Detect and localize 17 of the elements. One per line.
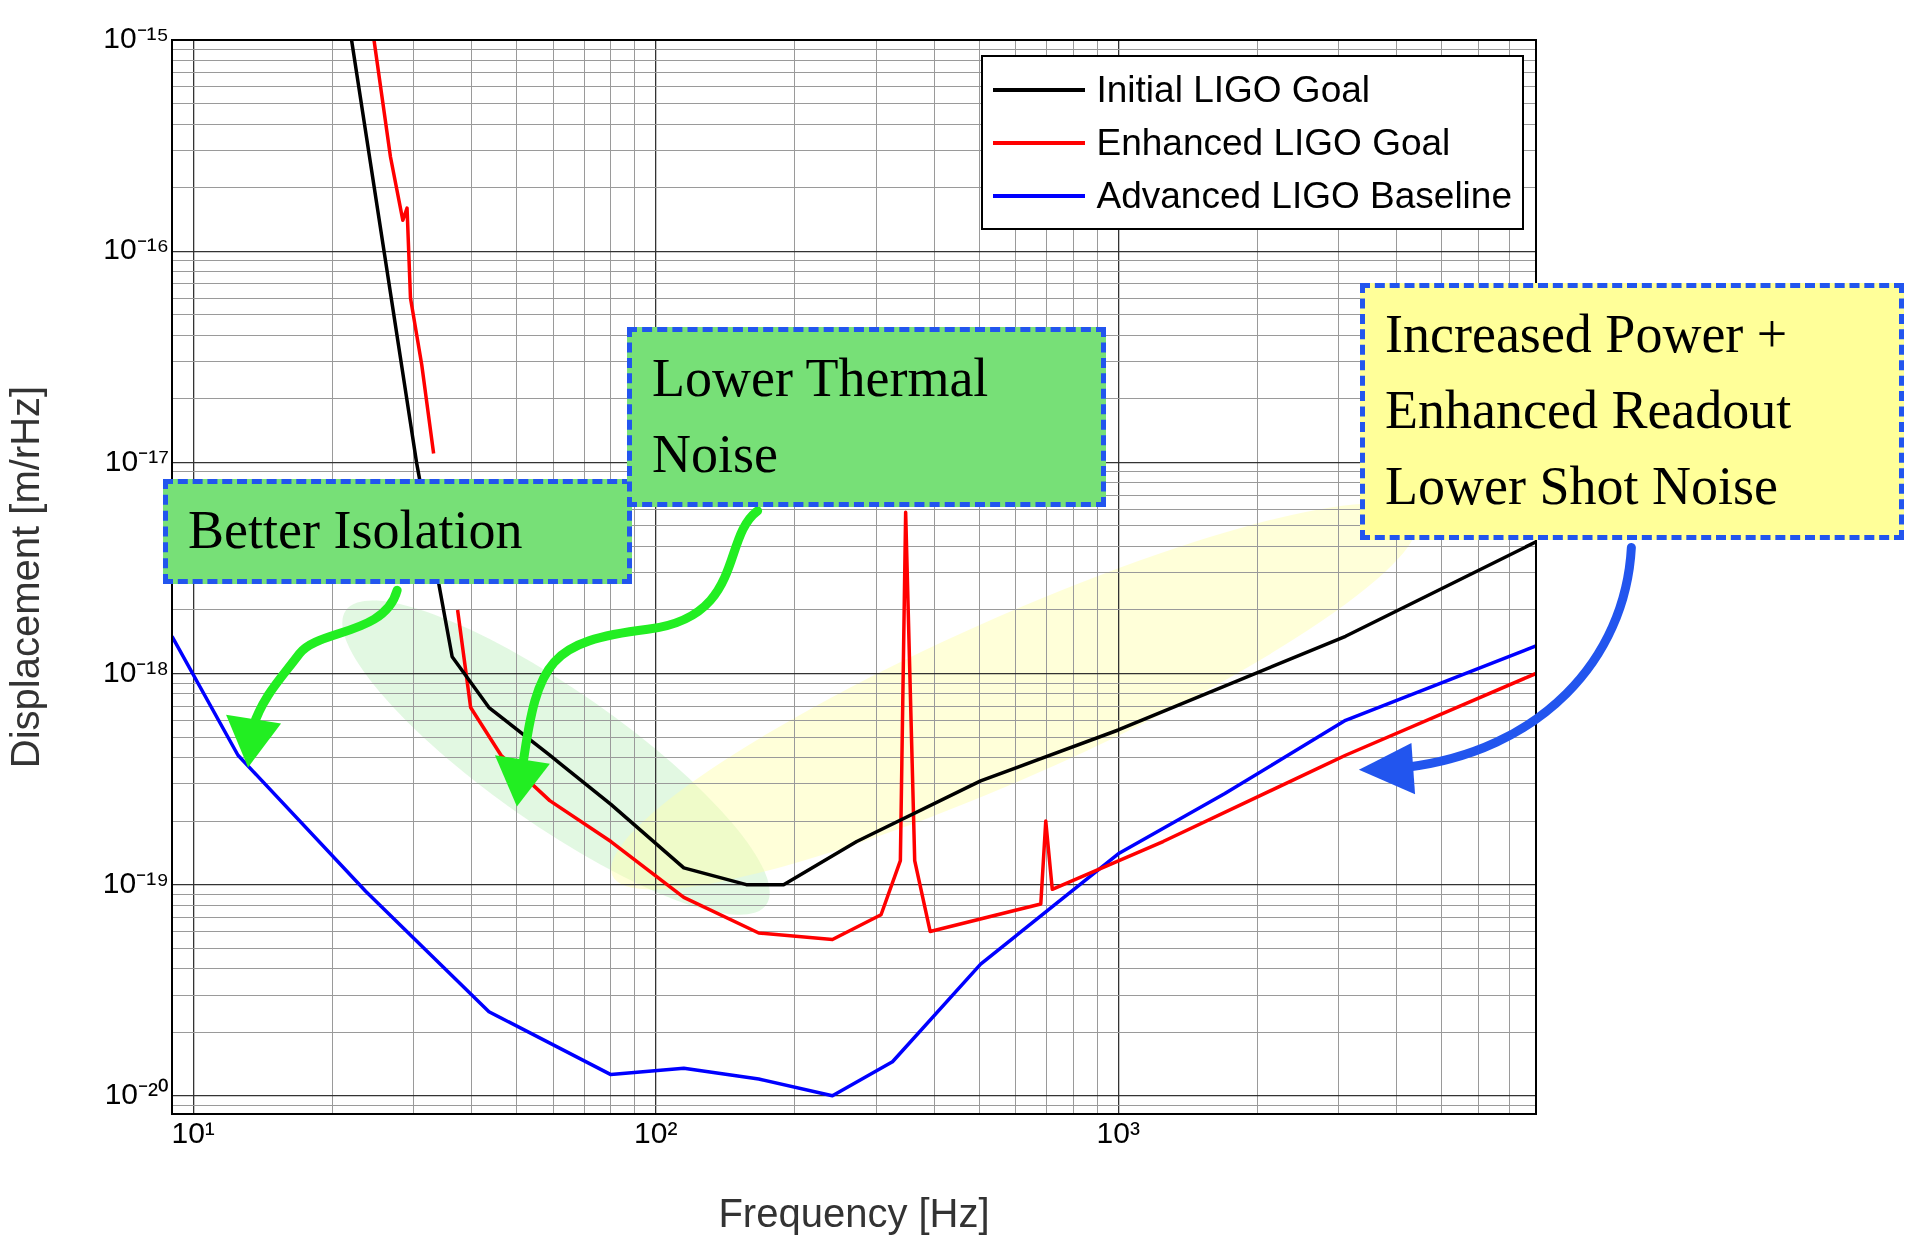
x-tick-label: 10² xyxy=(634,1116,678,1150)
annotation: Increased Power + Enhanced Readout Lower Shot Noise xyxy=(1360,283,1904,540)
annotation: Better Isolation xyxy=(163,479,632,584)
legend-label: Advanced LIGO Baseline xyxy=(1096,174,1512,217)
y-tick-label: 10⁻¹⁸ xyxy=(102,654,169,688)
y-tick-label: 10⁻¹⁵ xyxy=(103,21,169,55)
y-tick-label: 10⁻²⁰ xyxy=(104,1077,169,1111)
x-axis-title: Frequency [Hz] xyxy=(718,1191,990,1236)
y-axis-title: Displacement [m/rHz] xyxy=(3,385,48,769)
y-tick-label: 10⁻¹⁹ xyxy=(102,865,169,899)
annotation: Lower Thermal Noise xyxy=(627,327,1106,507)
legend-label: Initial LIGO Goal xyxy=(1096,68,1371,111)
y-tick-label: 10⁻¹⁶ xyxy=(103,232,169,266)
legend-label: Enhanced LIGO Goal xyxy=(1096,121,1451,164)
x-tick-label: 10¹ xyxy=(171,1116,215,1150)
y-tick-label: 10⁻¹⁷ xyxy=(104,443,169,477)
x-tick-label: 10³ xyxy=(1096,1116,1140,1150)
